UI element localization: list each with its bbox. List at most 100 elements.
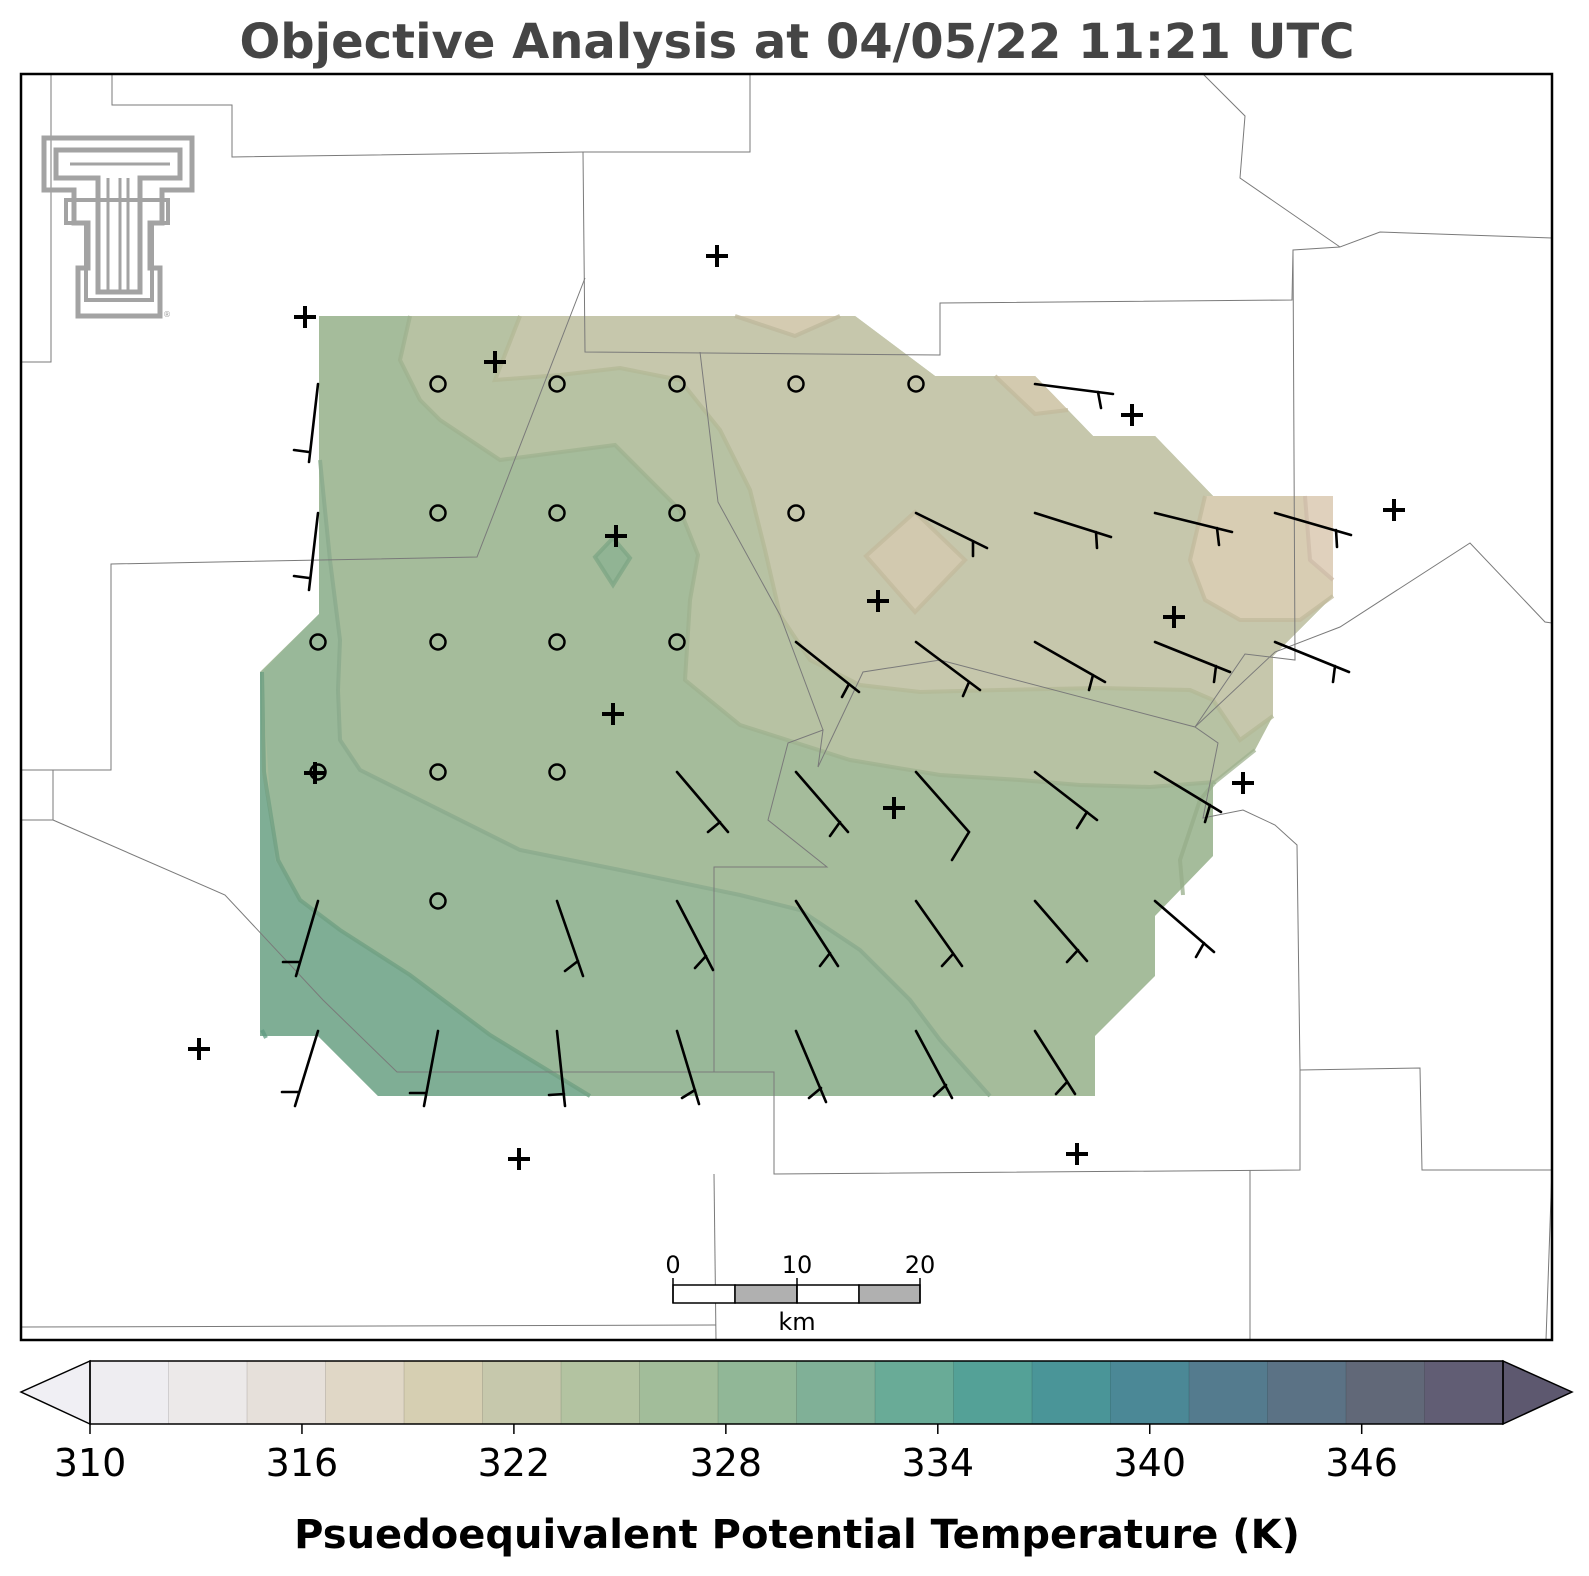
colorbar-tick-label: 310	[54, 1441, 127, 1485]
county-line	[714, 1070, 1301, 1175]
station-marker[interactable]	[1163, 606, 1185, 628]
county-line	[1202, 74, 1552, 248]
colorbar-segment	[1267, 1361, 1347, 1424]
calm-circle	[787, 375, 805, 393]
field-band-328	[262, 460, 990, 1096]
colorbar-segment	[1189, 1361, 1269, 1424]
contour-line-330	[260, 1029, 268, 1039]
field-pocket-318-north	[735, 316, 840, 336]
calm-circle	[668, 375, 686, 393]
calm-circle	[309, 633, 327, 651]
colorbar-tick-label: 340	[1113, 1441, 1186, 1485]
station-marker[interactable]	[867, 590, 889, 612]
county-line	[111, 74, 751, 158]
scale-bar: 0 10 20 km	[665, 1251, 935, 1336]
calm-circle	[429, 763, 447, 781]
calm-circle	[668, 633, 686, 651]
contour-line-320-center	[863, 509, 968, 615]
map-frame	[19, 72, 1554, 1342]
calm-circle	[548, 633, 566, 651]
wind-barb	[1033, 1029, 1077, 1096]
station-marker[interactable]	[1121, 404, 1143, 426]
station-marker[interactable]	[706, 245, 728, 267]
scalebar-seg-1	[672, 1284, 736, 1304]
colorbar-ticks: 310 316 322 328 334 340 346	[54, 1424, 1398, 1485]
scalebar-seg-3	[796, 1284, 860, 1304]
field-pocket-318-ne	[995, 376, 1068, 414]
wind-barb	[1033, 382, 1115, 410]
colorbar-segment	[875, 1361, 955, 1424]
station-marker[interactable]	[484, 351, 506, 373]
contour-line-322	[491, 315, 1275, 743]
logo-inner-t	[53, 147, 183, 295]
station-marker[interactable]	[294, 306, 316, 328]
map-panel[interactable]: ® 0 10 20 km	[19, 72, 1554, 1342]
colorbar-segment	[325, 1361, 405, 1424]
colorbar-segment	[561, 1361, 641, 1424]
calm-circle	[907, 375, 925, 393]
calm-circle	[429, 504, 447, 522]
station-markers	[188, 245, 1405, 1170]
wind-barb	[1153, 511, 1234, 547]
contour-line-324	[397, 315, 1257, 790]
wind-barb	[1273, 511, 1353, 549]
wind-barbs	[280, 382, 1353, 1108]
contour-line-324-b	[1177, 780, 1217, 896]
contour-line-320-east	[1187, 495, 1335, 622]
colorbar-segment	[718, 1361, 798, 1424]
station-marker[interactable]	[1066, 1143, 1088, 1165]
wind-barb	[675, 899, 715, 972]
wind-barb	[281, 899, 320, 978]
calm-circle	[309, 763, 327, 781]
county-line	[52, 659, 1552, 1171]
station-marker[interactable]	[1383, 499, 1405, 521]
county-line	[21, 74, 52, 363]
contour-lines	[260, 314, 1335, 1098]
wind-barb	[1273, 640, 1351, 684]
logo-inner-lines	[70, 162, 170, 290]
colorbar-segment	[90, 1361, 170, 1424]
colorbar-segment	[639, 1361, 719, 1424]
station-marker[interactable]	[602, 703, 624, 725]
colorbar-frame	[89, 1360, 1504, 1425]
colorbar-segment	[247, 1361, 327, 1424]
colorbar-segment	[168, 1361, 248, 1424]
figure-title: Objective Analysis at 04/05/22 11:21 UTC	[240, 14, 1355, 70]
colorbar-segment	[1346, 1361, 1426, 1424]
colorbar-segments	[90, 1361, 1504, 1424]
colorbar-tick-label: 316	[266, 1441, 339, 1485]
colorbar-under-arrow	[19, 1359, 91, 1426]
colorbar-tick-label: 322	[478, 1441, 551, 1485]
wind-barb	[914, 1029, 954, 1100]
colorbar-segment	[1110, 1361, 1190, 1424]
contour-line-316-east	[1303, 495, 1335, 582]
calm-circle	[668, 504, 686, 522]
station-marker[interactable]	[508, 1148, 530, 1170]
calm-circle	[548, 375, 566, 393]
station-marker[interactable]	[883, 797, 905, 819]
colorbar-title: Psuedoequivalent Potential Temperature (…	[294, 1512, 1300, 1558]
station-marker[interactable]	[605, 525, 627, 547]
wind-barb	[794, 640, 861, 699]
contour-line-328	[260, 671, 592, 1098]
wind-barb	[914, 511, 989, 558]
contour-line-320-ne	[993, 374, 1069, 417]
contour-line-326	[318, 459, 992, 1098]
calm-wind-circles	[309, 375, 925, 910]
colorbar-over-arrow	[1502, 1359, 1574, 1426]
wind-barb	[794, 1029, 828, 1104]
colorbar-tick-label: 328	[690, 1441, 763, 1485]
wind-barb	[1033, 640, 1107, 692]
wind-barb	[914, 899, 964, 968]
scalebar-label-0: 0	[665, 1251, 680, 1279]
scalebar-seg-4	[858, 1284, 921, 1304]
wind-barb	[1153, 899, 1216, 959]
wind-barb	[555, 899, 585, 978]
colorbar-tick-label: 334	[902, 1441, 975, 1485]
station-marker[interactable]	[188, 1038, 210, 1060]
calm-circle	[548, 763, 566, 781]
wind-barb	[1033, 899, 1089, 964]
county-boundaries	[21, 74, 1552, 1340]
station-marker[interactable]	[1232, 772, 1254, 794]
